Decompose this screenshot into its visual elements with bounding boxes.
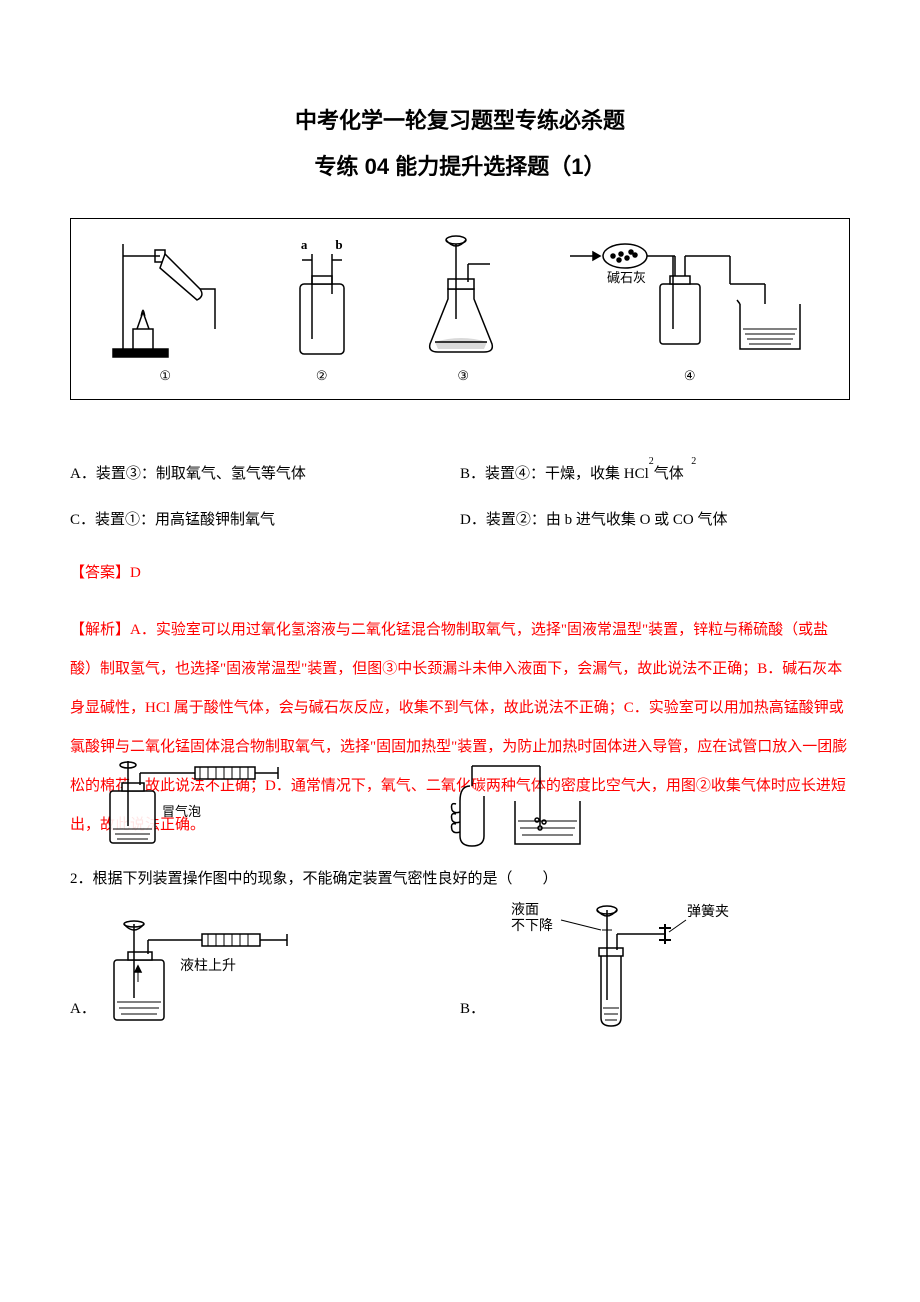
overlay-fig-right-icon: [430, 756, 600, 851]
analysis-block: 【解析】A．实验室可以用过氧化氢溶液与二氧化锰混合物制取氧气，选择"固液常温型"…: [70, 611, 850, 845]
q2-figure-B-icon: 液面 不下降 弹簧夹: [491, 900, 751, 1030]
svg-text:液柱上升: 液柱上升: [180, 958, 236, 974]
apparatus-4-icon: 碱石灰: [565, 234, 815, 364]
main-title: 中考化学一轮复习题型专练必杀题: [70, 100, 850, 142]
question-2-text: 2．根据下列装置操作图中的现象，不能确定装置气密性良好的是（ ）: [70, 865, 850, 894]
option-row-2: C．装置①：用高锰酸钾制氧气 D．装置②：由 b 进气收集 O 或 CO 气体: [70, 506, 850, 535]
diagram-2: a b ②: [282, 233, 362, 388]
analysis-label: 【解析】: [70, 622, 130, 638]
sub-title: 专练 04 能力提升选择题（1）: [70, 146, 850, 188]
diagram-2-label: ②: [316, 364, 328, 389]
diagram-4-label: ④: [684, 364, 696, 389]
diagram-4: 碱石灰 ④: [565, 234, 815, 389]
question-2: 2．根据下列装置操作图中的现象，不能确定装置气密性良好的是（ ） A．: [70, 865, 850, 1030]
diagram-3: ③: [418, 234, 508, 389]
overlay-fig-left-icon: 冒气泡: [100, 761, 290, 851]
option-row-1: A．装置③：制取氧气、氢气等气体 B．装置④：干燥，收集 HCl2气体 2: [70, 460, 850, 489]
option-C: C．装置①：用高锰酸钾制氧气: [70, 506, 460, 535]
diagram-3-label: ③: [457, 364, 469, 389]
diagram-1-label: ①: [159, 364, 171, 389]
q2-label-A: A．: [70, 995, 96, 1024]
answer-label: 【答案】D: [70, 559, 850, 588]
option-B-pre: B．装置④：干燥，收集 HCl: [460, 466, 649, 482]
question-2-option-A: A．: [70, 920, 460, 1030]
q2-figure-A-icon: 液柱上升: [102, 920, 312, 1030]
apparatus-1-icon: [105, 234, 225, 364]
apparatus-2-icon: [282, 254, 362, 364]
diagram-1: ①: [105, 234, 225, 389]
question-2-options-row: A．: [70, 900, 850, 1030]
option-B-sup1: 2: [649, 456, 654, 467]
q2-label-B: B．: [460, 995, 485, 1024]
analysis-body: A．实验室可以用过氧化氢溶液与二氧化锰混合物制取氧气，选择"固液常温型"装置，锌…: [70, 622, 847, 833]
svg-text:弹簧夹: 弹簧夹: [687, 904, 729, 920]
apparatus-3-icon: [418, 234, 508, 364]
option-A: A．装置③：制取氧气、氢气等气体: [70, 460, 460, 489]
option-B-sup2: 2: [691, 456, 696, 467]
svg-text:液面: 液面: [511, 902, 539, 918]
question-2-option-B: B．: [460, 900, 850, 1030]
svg-text:不下降: 不下降: [511, 918, 553, 934]
option-B: B．装置④：干燥，收集 HCl2气体 2: [460, 460, 850, 489]
option-D: D．装置②：由 b 进气收集 O 或 CO 气体: [460, 506, 850, 535]
diagram-4-jianshi-label: 碱石灰: [607, 270, 646, 285]
option-B-mid: 气体: [654, 466, 684, 482]
apparatus-diagram-row: ① a b ②: [70, 218, 850, 400]
